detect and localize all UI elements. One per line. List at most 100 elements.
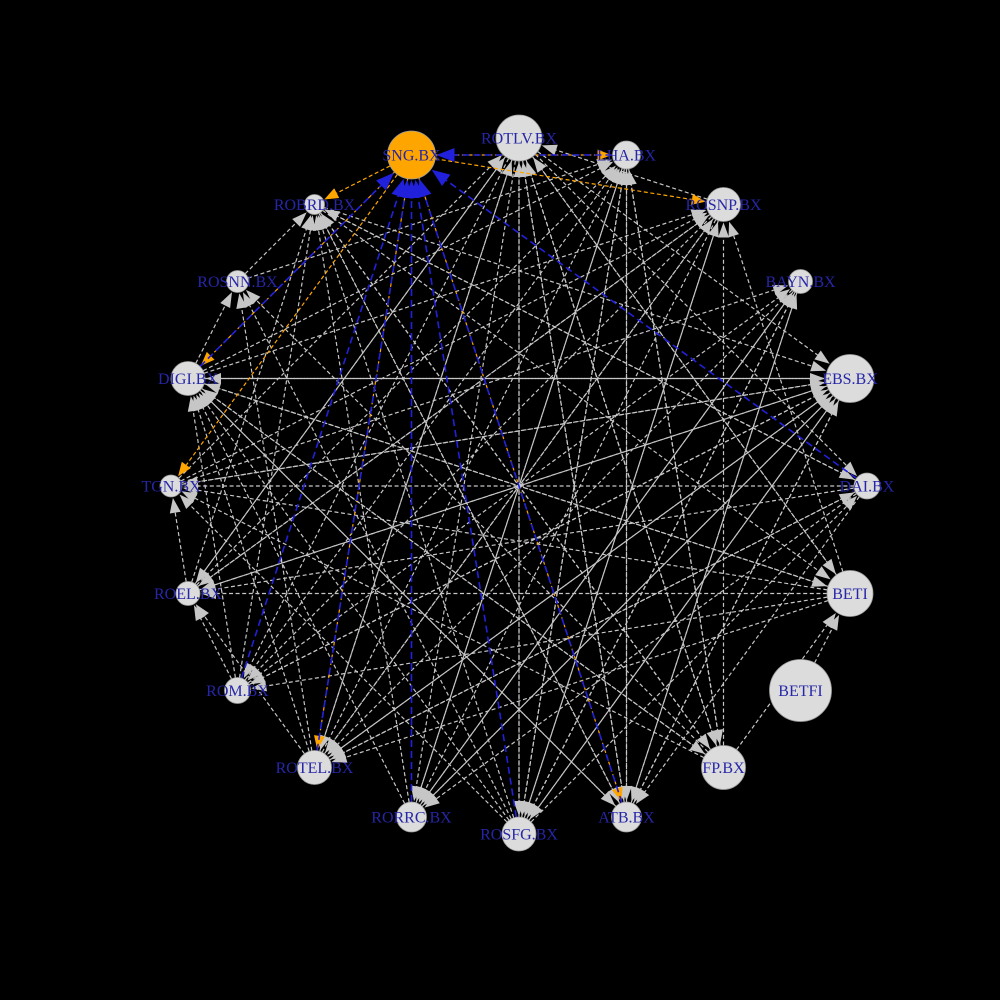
edge-line-RORRC.BX-to-LHA.BX	[415, 183, 618, 803]
edge-line-ROSNP.BX-to-ROM.BX	[257, 216, 712, 671]
edge-line-TGN.BX-to-ROSNP.BX	[180, 218, 695, 482]
edge-line-ROBRD.BX-to-BETI	[322, 209, 819, 572]
edge-line-TGN.BX-to-BAYN.BX	[181, 289, 775, 484]
edge-line-ROSFG.BX-to-EBS.BX	[528, 410, 827, 821]
node-BETI	[826, 570, 874, 617]
edge-line-ROSFG.BX-to-SNG.BX	[417, 197, 518, 818]
edge-line-ROSNP.BX-to-ROTLV.BX	[555, 149, 708, 200]
arrowhead-icon-FP.BX-to-ROSNP.BX	[718, 222, 729, 238]
arrowhead-icon-ROTLV.BX-to-BETI	[822, 558, 836, 575]
edge-line-ROSFG.BX-to-TGN.BX	[189, 504, 508, 823]
arrowhead-icon-ROTEL.BX-to-ROSNP.BX	[699, 219, 713, 235]
arrowhead-icon-ATB.BX-to-DIGI.BX	[200, 391, 216, 406]
edge-line-ATB.BX-to-SNG.BX	[423, 195, 623, 803]
edge-line-BAYN.BX-to-RORRC.BX	[429, 290, 794, 793]
arrowhead-icon-ROSNP.BX-to-ROTEL.BX	[325, 737, 339, 753]
edge-line-ROTLV.BX-to-EBS.BX	[537, 151, 818, 356]
edge-line-ROEL.BX-to-EBS.BX	[199, 390, 813, 591]
edge-line-ROBRD.BX-to-FP.BX	[319, 212, 702, 738]
edge-line-EBS.BX-to-ROEL.BX	[214, 385, 828, 586]
edge-line-BETFI-to-BETI	[814, 628, 833, 664]
edge-line-DAI.BX-to-ATB.BX	[644, 496, 860, 793]
arrowhead-icon-BAYN.BX-to-ATB.BX	[630, 785, 642, 802]
edge-line-DAI.BX-to-ROEL.BX	[215, 487, 855, 590]
arrowhead-icon-ROEL.BX-to-LHA.BX	[601, 165, 616, 181]
arrowhead-icon-EBS.BX-to-DIGI.BX	[206, 373, 221, 384]
edge-line-ROSFG.BX-to-DAI.BX	[530, 506, 847, 823]
node-SNG.BX	[387, 130, 436, 180]
arrowhead-icon-DIGI.BX-to-FP.BX	[689, 740, 705, 754]
edge-line-ROTLV.BX-to-RORRC.BX	[415, 160, 516, 787]
node-ROM.BX	[224, 677, 251, 704]
edge-line-LHA.BX-to-RORRC.BX	[420, 168, 623, 788]
arrowhead-icon-ROTLV.BX-to-ROM.BX	[243, 662, 256, 679]
edge-line-ROM.BX-to-SNG.BX	[240, 195, 399, 679]
edge-line-FP.BX-to-TGN.BX	[194, 497, 705, 759]
node-ATB.BX	[611, 801, 642, 833]
edge-line-ROBRD.BX-to-ATB.BX	[318, 213, 614, 790]
arrowhead-icon-ROBRD.BX-to-FP.BX	[696, 733, 710, 749]
arrowhead-icon-BAYN.BX-to-ROTEL.BX	[327, 740, 342, 755]
arrowhead-icon-FP.BX-to-ROSNN.BX	[245, 289, 261, 305]
edge-line-EBS.BX-to-ROM.BX	[263, 388, 829, 678]
arrowhead-icon-RORRC.BX-to-EBS.BX	[817, 396, 833, 411]
arrowhead-icon-DIGI.BX-to-BETI	[811, 576, 828, 587]
edge-line-ROTLV.BX-to-BETI	[532, 156, 828, 563]
arrowhead-icon-ROSNN.BX-to-ROBRD.BX	[292, 212, 307, 227]
arrowhead-icon-BETFI-to-BETI	[827, 614, 840, 631]
arrowhead-icon-ROTLV.BX-to-RORRC.BX	[410, 785, 422, 802]
edge-line-ROM.BX-to-ROEL.BX	[200, 618, 233, 680]
node-DIGI.BX	[170, 361, 206, 396]
edge-line-BETI-to-ROTEL.BX	[345, 600, 829, 758]
node-ROSNP.BX	[706, 187, 741, 222]
edge-line-BAYN.BX-to-ATB.BX	[635, 292, 798, 788]
arrowhead-icon-ROM.BX-to-ROBRD.BX	[305, 215, 316, 231]
arrowhead-icon-EBS.BX-to-TGN.BX	[182, 476, 199, 488]
node-BETFI	[769, 659, 832, 722]
arrowhead-icon-BETI-to-ROEL.BX	[201, 588, 216, 599]
arrowhead-icon-ROBRD.BX-to-BETI	[815, 566, 831, 580]
edge-line-ROSNP.BX-to-ROEL.BX	[210, 214, 711, 578]
edge-line-ROEL.BX-to-TGN.BX	[174, 512, 187, 582]
edge-line-DAI.BX-to-RORRC.BX	[436, 493, 857, 800]
edge-line-SNG.BX-to-ROBRD.BX	[336, 165, 391, 194]
node-TGN.BX	[159, 474, 183, 498]
arrowhead-icon-BETI-to-ROTLV.BX	[533, 157, 547, 173]
edge-line-DAI.BX-to-SNG.BX	[445, 179, 857, 480]
node-LHA.BX	[612, 140, 641, 170]
arrowhead-icon-ROSFG.BX-to-ROSNP.BX	[708, 221, 719, 238]
arrowhead-icon-ROSNP.BX-to-ROEL.BX	[198, 572, 214, 586]
arrowhead-icon-FP.BX-to-DIGI.BX	[202, 389, 218, 403]
edge-line-ROTLV.BX-to-FP.BX	[525, 159, 713, 732]
edge-line-RORRC.BX-to-DIGI.BX	[202, 407, 406, 804]
edge-line-BETI-to-DIGI.BX	[219, 388, 829, 587]
arrowhead-icon-SNG.BX-to-ROTEL.BX	[314, 735, 325, 750]
edge-line-DIGI.BX-to-ROSNP.BX	[204, 214, 693, 374]
arrowhead-icon-DIGI.BX-to-SNG.BX	[376, 172, 394, 191]
edge-line-LHA.BX-to-FP.BX	[628, 168, 719, 731]
edge-line-DIGI.BX-to-SNG.BX	[199, 184, 382, 367]
arrowhead-icon-ROBRD.BX-to-EBS.BX	[810, 360, 827, 372]
edge-line-ROSNN.BX-to-ROBRD.BX	[244, 222, 297, 275]
arrowhead-icon-ROSFG.BX-to-DAI.BX	[842, 495, 858, 511]
arrowhead-icon-ROSFG.BX-to-TGN.BX	[179, 494, 194, 509]
arrowhead-icon-BETI-to-ROTEL.BX	[331, 752, 348, 763]
node-FP.BX	[701, 745, 746, 790]
edge-line-ROTLV.BX-to-ROM.BX	[250, 158, 510, 665]
edge-line-BAYN.BX-to-ROTEL.BX	[337, 289, 793, 745]
arrowhead-icon-BETI-to-ROM.BX	[251, 680, 267, 692]
edge-line-ROM.BX-to-BAYN.BX	[247, 297, 779, 684]
arrowhead-icon-BETI-to-DIGI.BX	[205, 383, 222, 394]
node-ROSFG.BX	[501, 816, 537, 852]
arrowhead-icon-ROTLV.BX-to-FP.BX	[706, 729, 717, 746]
arrowhead-icon-SNG.BX-to-TGN.BX	[178, 461, 191, 477]
node-EBS.BX	[825, 354, 875, 403]
arrowhead-icon-BETI-to-TGN.BX	[182, 484, 199, 496]
node-DAI.BX	[853, 472, 881, 500]
node-BAYN.BX	[788, 269, 813, 294]
edge-line-ROTEL.BX-to-DIGI.BX	[197, 409, 310, 752]
arrowhead-icon-ATB.BX-to-BAYN.BX	[786, 293, 798, 310]
edge-line-ROSFG.BX-to-ROSNP.BX	[523, 235, 714, 818]
edge-line-ROSFG.BX-to-ROSNN.BX	[249, 305, 512, 820]
